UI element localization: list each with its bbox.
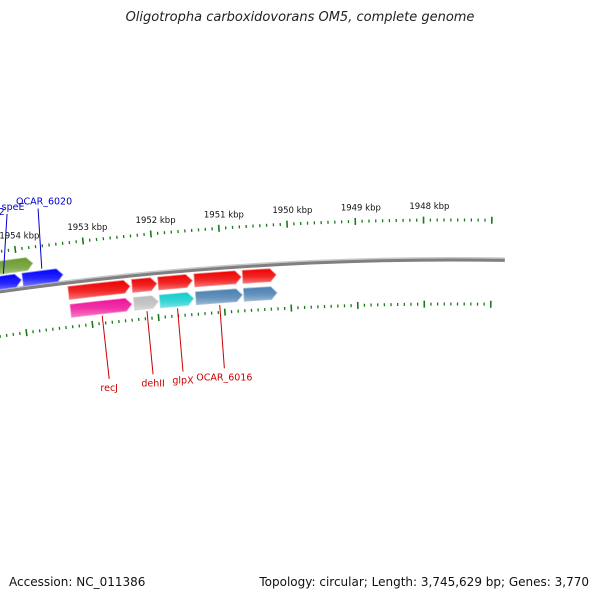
gene-feature	[193, 270, 242, 288]
major-tick-mark	[91, 320, 94, 328]
gene-label-connector	[177, 308, 184, 372]
scale-label: 1953 kbp	[67, 223, 107, 233]
gene-features	[0, 257, 278, 318]
gene-label: OCAR_6022	[0, 207, 5, 218]
gene-label: speE	[2, 202, 25, 213]
gene-label-connector	[37, 208, 43, 269]
gene-label-connector	[219, 304, 225, 369]
scale-label: 1950 kbp	[272, 206, 312, 216]
gene-label: dehII	[141, 378, 165, 389]
gene-recj	[69, 297, 133, 318]
scale-label: 1949 kbp	[341, 203, 381, 213]
gene-feature	[67, 279, 131, 300]
backbone-line	[0, 258, 505, 294]
gene-feature	[130, 277, 158, 293]
gene-label: glpX	[172, 376, 194, 387]
gene-feature	[241, 268, 277, 284]
scale-label: 1951 kbp	[204, 210, 244, 220]
backbone-highlight	[0, 257, 505, 291]
gene-labels: OCAR_6022speEOCAR_6020 recJ dehII glpXOCAR_…	[0, 197, 252, 394]
gene-glpx	[158, 292, 195, 309]
major-tick-mark	[223, 308, 226, 316]
major-tick-mark	[25, 329, 28, 337]
major-tick-mark	[13, 245, 17, 253]
scale-label: 1952 kbp	[136, 216, 176, 226]
gene-feature	[157, 274, 193, 291]
gene-ocar-6016	[194, 288, 243, 306]
gene-ocar-6020	[21, 268, 64, 287]
major-tick-mark	[149, 230, 152, 238]
scale-label: 1954 kbp	[0, 232, 39, 242]
gene-dehii	[132, 295, 160, 311]
accession-label: Accession: NC_011386	[9, 575, 146, 589]
genome-title: Oligotropha carboxidovorans OM5, complet…	[125, 10, 475, 25]
major-tick-mark	[157, 314, 160, 322]
scale-ticks	[0, 216, 493, 338]
major-tick-mark	[81, 237, 85, 245]
major-tick-mark	[217, 224, 220, 232]
gene-feature	[242, 286, 278, 302]
gene-label-connector	[101, 315, 110, 379]
gene-label: OCAR_6016	[196, 372, 252, 383]
genome-backbone	[0, 257, 505, 294]
gene-label-connector	[2, 213, 8, 274]
scale-label: 1948 kbp	[409, 202, 449, 212]
gene-label-connector	[146, 311, 154, 375]
gene-spee	[0, 273, 22, 290]
genome-summary-label: Topology: circular; Length: 3,745,629 bp…	[259, 575, 589, 589]
gene-label: recJ	[100, 383, 118, 394]
gene-label: OCAR_6020	[16, 197, 72, 208]
